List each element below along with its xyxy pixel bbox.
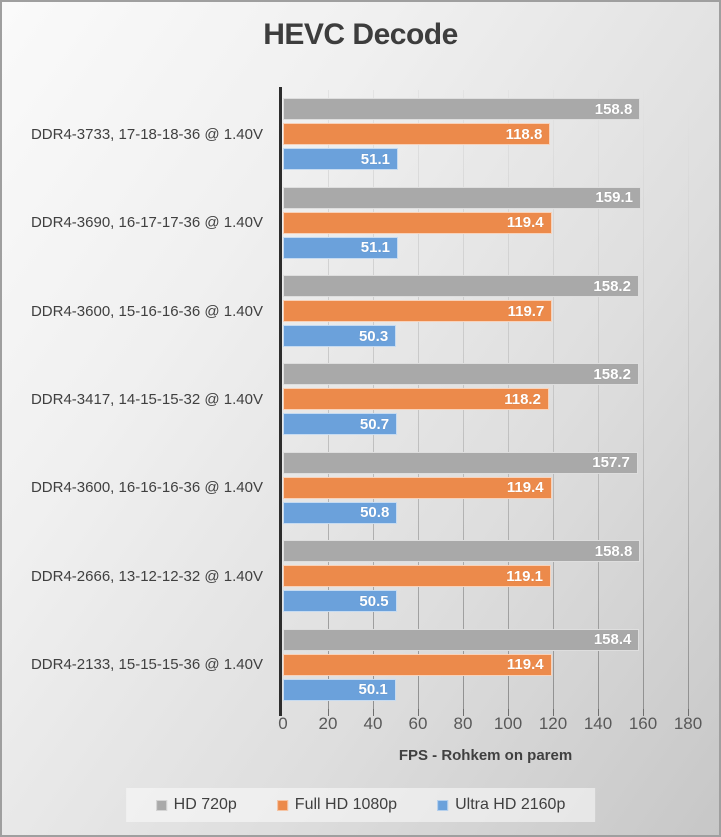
bar-value-label: 50.1 bbox=[358, 681, 388, 699]
bar-hd-720p: 157.7 bbox=[283, 451, 638, 474]
legend-label: HD 720p bbox=[173, 796, 237, 813]
tick-mark bbox=[508, 709, 509, 716]
gridline bbox=[688, 90, 689, 709]
bar-ultra-hd-2160p: 51.1 bbox=[283, 148, 398, 171]
x-axis-tick-labels: 0 20 40 60 80 100 120 140 160 180 bbox=[278, 714, 702, 734]
bar-hd-720p: 158.4 bbox=[283, 628, 640, 651]
category-label: DDR4-3417, 14-15-15-32 @ 1.40V bbox=[30, 390, 263, 408]
x-tick-label: 120 bbox=[538, 714, 568, 733]
x-tick-label: 140 bbox=[583, 714, 613, 733]
tick-mark bbox=[643, 709, 644, 716]
gridline bbox=[598, 90, 599, 709]
bar-group: 157.7 119.4 50.8 bbox=[283, 444, 688, 532]
category-label: DDR4-3690, 16-17-17-36 @ 1.40V bbox=[30, 214, 263, 232]
bar-value-label: 51.1 bbox=[360, 150, 390, 168]
category-label: DDR4-2666, 13-12-12-32 @ 1.40V bbox=[30, 567, 263, 585]
bar-value-label: 119.4 bbox=[506, 214, 544, 232]
bar-value-label: 119.1 bbox=[506, 567, 543, 585]
x-tick-label: 20 bbox=[318, 714, 338, 733]
bar-full-hd-1080p: 119.4 bbox=[283, 211, 552, 234]
x-axis-title: FPS - Rohkem on parem bbox=[398, 747, 573, 764]
legend-label: Ultra HD 2160p bbox=[455, 796, 566, 813]
bar-hd-720p: 159.1 bbox=[283, 186, 641, 209]
bar-group: 158.2 119.7 50.3 bbox=[283, 267, 688, 355]
plot-area: 158.8 118.8 51.1 159.1 119.4 51.1 158.2 119.7 50… bbox=[279, 87, 689, 716]
bar-ultra-hd-2160p: 51.1 bbox=[283, 236, 398, 259]
x-tick-label: 100 bbox=[493, 714, 523, 733]
bar-value-label: 158.8 bbox=[594, 100, 633, 118]
x-tick-label: 0 bbox=[278, 714, 288, 733]
bar-value-label: 158.2 bbox=[593, 365, 631, 383]
tick-mark bbox=[598, 709, 599, 716]
bar-group: 158.2 118.2 50.7 bbox=[283, 355, 688, 443]
bar-full-hd-1080p: 119.4 bbox=[283, 476, 552, 499]
bar-full-hd-1080p: 119.4 bbox=[283, 653, 552, 676]
tick-mark bbox=[463, 709, 464, 716]
bar-ultra-hd-2160p: 50.1 bbox=[283, 678, 396, 701]
bar-value-label: 158.4 bbox=[593, 631, 632, 649]
gridline bbox=[553, 90, 554, 709]
bar-value-label: 157.7 bbox=[592, 454, 630, 472]
bar-value-label: 119.7 bbox=[507, 302, 545, 320]
bar-value-label: 159.1 bbox=[595, 189, 633, 207]
bar-full-hd-1080p: 119.1 bbox=[283, 565, 551, 588]
bar-value-label: 119.4 bbox=[506, 656, 544, 674]
bar-value-label: 118.8 bbox=[505, 125, 543, 143]
legend-item-full-hd-1080p: Full HD 1080p bbox=[276, 796, 398, 814]
y-axis-line bbox=[279, 87, 282, 712]
legend-swatch bbox=[437, 799, 449, 811]
bar-full-hd-1080p: 119.7 bbox=[283, 300, 553, 323]
tick-mark bbox=[279, 709, 282, 716]
legend-swatch bbox=[155, 799, 167, 811]
bar-value-label: 50.7 bbox=[359, 415, 390, 433]
bar-ultra-hd-2160p: 50.7 bbox=[283, 413, 398, 436]
bar-value-label: 50.5 bbox=[359, 592, 389, 610]
tick-mark bbox=[553, 709, 554, 716]
legend-swatch bbox=[276, 799, 288, 811]
bar-value-label: 50.8 bbox=[360, 504, 390, 522]
x-tick-label: 180 bbox=[673, 714, 703, 733]
category-label: DDR4-2133, 15-15-15-36 @ 1.40V bbox=[30, 656, 263, 674]
bar-full-hd-1080p: 118.2 bbox=[283, 388, 549, 411]
tick-mark bbox=[688, 709, 689, 716]
tick-mark bbox=[328, 709, 329, 716]
bar-value-label: 51.1 bbox=[360, 239, 390, 257]
legend-item-hd-720p: HD 720p bbox=[155, 796, 237, 814]
bar-ultra-hd-2160p: 50.3 bbox=[283, 325, 397, 348]
bar-full-hd-1080p: 118.8 bbox=[283, 123, 551, 146]
bar-value-label: 50.3 bbox=[358, 327, 389, 345]
category-label: DDR4-3733, 17-18-18-36 @ 1.40V bbox=[30, 125, 263, 143]
category-axis: DDR4-3733, 17-18-18-36 @ 1.40V DDR4-3690,… bbox=[2, 90, 280, 709]
bar-ultra-hd-2160p: 50.5 bbox=[283, 590, 397, 613]
bar-group: 158.8 118.8 51.1 bbox=[283, 90, 688, 178]
bar-hd-720p: 158.2 bbox=[283, 363, 639, 386]
bar-group: 158.8 119.1 50.5 bbox=[283, 532, 688, 620]
bar-hd-720p: 158.8 bbox=[283, 540, 641, 563]
bar-hd-720p: 158.2 bbox=[283, 275, 639, 298]
bar-value-label: 158.8 bbox=[594, 542, 633, 560]
bar-group: 159.1 119.4 51.1 bbox=[283, 178, 688, 266]
x-tick-label: 160 bbox=[628, 714, 658, 733]
category-label: DDR4-3600, 15-16-16-36 @ 1.40V bbox=[30, 302, 263, 320]
tick-mark bbox=[418, 709, 419, 716]
bar-value-label: 118.2 bbox=[504, 390, 541, 408]
gridline bbox=[643, 90, 644, 709]
tick-mark bbox=[373, 709, 374, 716]
legend: HD 720p Full HD 1080p Ultra HD 2160p bbox=[125, 788, 596, 822]
x-tick-label: 60 bbox=[408, 714, 428, 733]
legend-item-ultra-hd-2160p: Ultra HD 2160p bbox=[437, 796, 565, 814]
x-tick-label: 80 bbox=[453, 714, 473, 733]
category-label: DDR4-3600, 16-16-16-36 @ 1.40V bbox=[30, 479, 263, 497]
bar-hd-720p: 158.8 bbox=[283, 98, 641, 121]
chart-title: HEVC Decode bbox=[263, 18, 458, 51]
bar-ultra-hd-2160p: 50.8 bbox=[283, 501, 398, 524]
bar-group: 158.4 119.4 50.1 bbox=[283, 621, 688, 709]
bar-value-label: 158.2 bbox=[593, 277, 631, 295]
bar-value-label: 119.4 bbox=[506, 479, 544, 497]
x-tick-label: 40 bbox=[363, 714, 383, 733]
legend-label: Full HD 1080p bbox=[294, 796, 398, 813]
